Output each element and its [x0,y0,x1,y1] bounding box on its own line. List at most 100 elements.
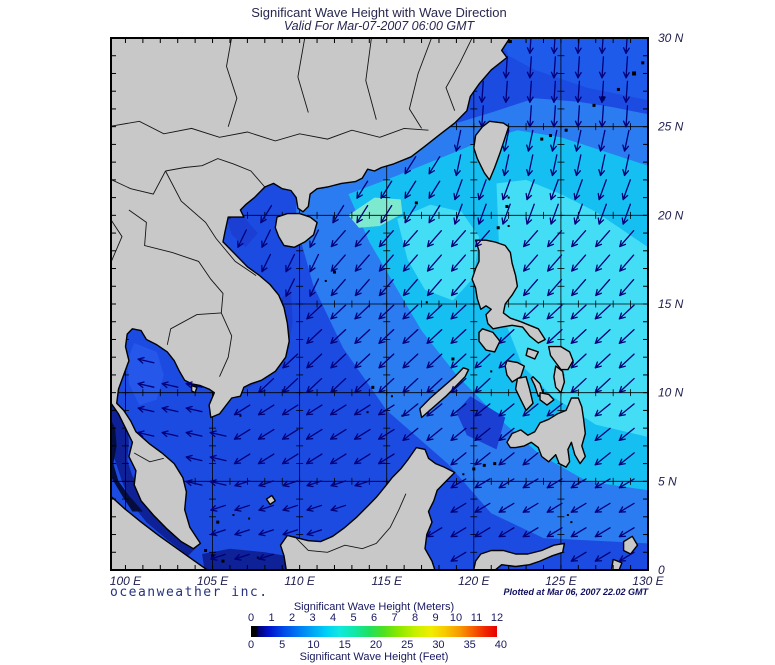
legend-feet-tick: 5 [279,639,286,651]
plotted-timestamp: Plotted at Mar 06, 2007 22.02 GMT [503,587,648,597]
islet [540,137,544,141]
lat-label: 20 N [657,208,684,222]
land-bohol [539,392,555,406]
legend-feet-tick: 25 [401,639,414,651]
border-province-d [408,38,432,129]
legend-meter-tick: 2 [288,612,296,624]
legend-meter-tick: 5 [350,612,357,624]
legend-feet-tick: 30 [432,639,445,651]
land-masbate [525,347,539,360]
land-mindoro [478,328,501,353]
legend-meter-tick: 3 [309,612,316,624]
lat-label: 0 [658,563,665,577]
wave-patch-tonkin-dark [226,215,258,248]
legend-meter-tick: 8 [411,612,419,624]
wave-patch-sulu-sea [456,396,506,450]
legend-feet-tick: 20 [369,639,383,651]
islet [570,521,573,524]
lon-label: 100 E [110,574,142,588]
lat-label: 25 N [657,120,684,134]
islet [632,71,637,76]
islet [414,201,418,205]
land-samar [548,345,574,371]
lon-label: 110 E [284,574,315,588]
islet [548,134,552,138]
lon-label: 125 E [545,574,577,588]
border-vietnam-laos [165,170,257,276]
valid-time-subtitle: Valid For Mar-07-2007 06:00 GMT [283,19,475,33]
wave-patch-bright-cyan-pacific [496,179,648,437]
islet [371,385,375,389]
legend-meter-tick: 1 [268,612,275,624]
islet [211,554,215,558]
legend-feet-tick: 10 [307,639,320,651]
islet [592,103,596,107]
map-content [111,38,648,570]
lon-label: 115 E [371,574,402,588]
islet [451,357,455,361]
islet [505,204,509,208]
islet [390,395,393,398]
land-sumatra [111,495,209,570]
islet [564,128,568,132]
lon-label: 120 E [458,574,490,588]
legend-title-meters: Significant Wave Height (Meters) [293,601,455,613]
lon-label: 130 E [632,574,664,588]
islet [232,514,235,517]
border-malaysia-thailand [133,452,164,463]
land-borneo [279,446,456,570]
islet [616,87,620,91]
legend-meter-tick: 0 [247,612,255,624]
land-palawan [419,367,470,419]
land-mindanao [506,397,586,468]
landmasses [111,38,639,570]
legend-feet-tick: 35 [463,639,476,651]
border-thailand-cambodia [166,312,222,345]
legend-meter-tick: 12 [490,612,504,624]
wave-patch-java-sea-dark [202,548,287,570]
islet [216,520,220,524]
border-laos-thailand [128,209,224,313]
wave-patch-corner-ne [499,38,648,101]
lon-label: 105 E [197,574,229,588]
islet [425,301,428,304]
land-natuna [265,494,276,506]
legend-meter-tick: 11 [470,612,483,624]
islet [566,514,569,517]
land-halmahera [622,535,639,555]
islet [332,270,336,274]
islet [490,370,493,373]
lat-label: 30 N [658,31,684,45]
political-borders [111,38,473,553]
border-province-nanling [111,120,429,142]
land-taiwan [473,120,510,181]
border-cambodia-vietnam [219,312,233,377]
islet [482,463,486,467]
islet [507,196,510,199]
border-china-laos-myanmar [111,170,166,195]
frame-ticks [111,38,648,570]
wave-patch-bright-cyan-scs [397,204,479,301]
wave-direction-arrows [137,38,635,562]
islet [508,40,512,44]
border-province-e [445,38,473,111]
lat-label: 15 N [658,297,684,311]
islet [366,411,369,414]
legend-meter-tick: 10 [449,612,463,624]
legend-ticks-feet: 0 5 10 15 20 25 30 35 40 [179,639,569,651]
islet [324,279,327,282]
land-hainan [274,212,318,248]
islet [641,61,645,65]
legend-feet-tick: 40 [494,639,508,651]
page-title: Significant Wave Height with Wave Direct… [251,5,507,20]
oceanweather-logo-text: oceanweather inc. [110,585,269,600]
wave-patch-andaman-core-darkest [111,419,143,512]
land-mainland-asia [111,38,511,550]
longitude-labels: 100 E 105 E 110 E 115 E 120 E 125 E 130 E [110,574,665,588]
land-negros [514,376,534,412]
legend-meter-tick: 7 [391,612,398,624]
islet [248,517,251,520]
